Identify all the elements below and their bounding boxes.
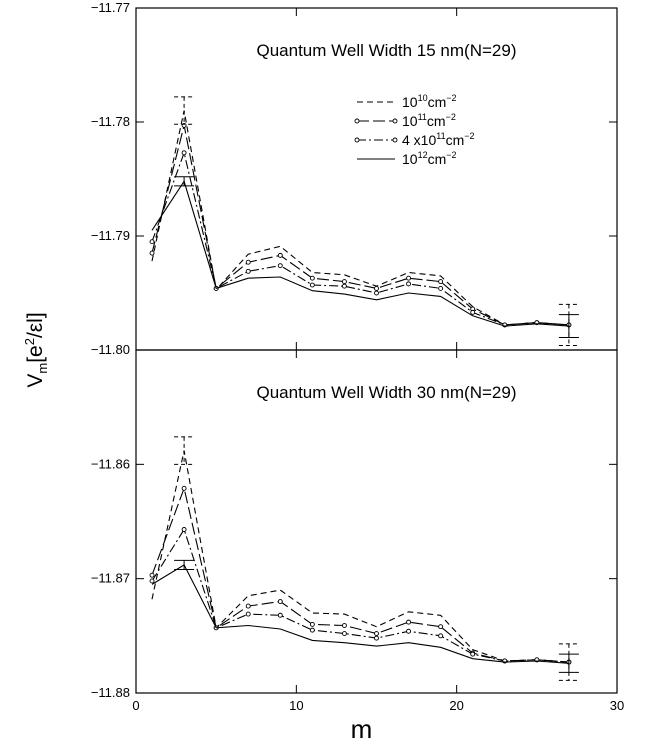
series-line-1	[151, 110, 569, 326]
panel-title: Quantum Well Width 15 nm(N=29)	[257, 41, 517, 60]
series-2-point	[277, 252, 283, 258]
y-tick-label: −11.77	[91, 0, 130, 15]
legend-marker	[354, 137, 360, 143]
series-2-point	[406, 275, 412, 281]
series-3-point	[245, 611, 251, 617]
axes-text-layer: 0 10 20 30 m Vm[e2/εl]	[22, 312, 624, 743]
series-line-4	[151, 564, 569, 664]
series-3-point	[309, 282, 315, 288]
x-tick-label: 30	[610, 698, 624, 713]
series-2-point	[341, 623, 347, 628]
legend-entry-2: 1011cm−2	[354, 112, 456, 129]
y-tick-label: −11.87	[91, 571, 130, 586]
series-2-point	[406, 619, 412, 625]
series-3-point	[181, 527, 187, 532]
legend-label: 1011cm−2	[402, 112, 456, 129]
series-line-4	[151, 180, 569, 327]
series-3-point	[374, 290, 379, 296]
series-3-point	[245, 268, 251, 274]
legend-label: 1012cm−2	[402, 150, 457, 167]
legend-marker	[354, 118, 360, 124]
series-3-point	[470, 309, 476, 315]
legend-entry-3: 4 x1011cm−2	[354, 131, 475, 148]
series-2-point	[438, 624, 444, 630]
series-2-point	[277, 599, 283, 604]
series-3-point	[374, 635, 379, 641]
series-2-point	[309, 275, 315, 281]
panel-2: −11.86 −11.87 −11.88 Quantum Well Width 30 …	[91, 349, 618, 700]
series-line-3	[151, 528, 569, 663]
x-tick-label: 0	[132, 698, 139, 713]
legend-marker	[392, 137, 398, 143]
panels-layer: −11.77 −11.78 −11.79 −11.80 Quantum Well Wid…	[91, 0, 618, 700]
y-axis-title: Vm[e2/εl]	[22, 312, 50, 387]
series-3-point	[406, 281, 412, 287]
series-3-point	[149, 239, 155, 245]
series-3-point	[406, 628, 412, 634]
series-line-2	[151, 125, 569, 326]
x-axis-title: m	[351, 714, 373, 743]
series-3-point	[277, 263, 283, 269]
y-tick-label: −11.88	[91, 685, 130, 700]
series-2-point	[149, 572, 155, 578]
series-3-point	[309, 627, 315, 633]
y-tick-label: −11.78	[91, 114, 130, 129]
series-3-point	[470, 651, 476, 657]
series-line-3	[151, 150, 569, 326]
y-tick-label: −11.80	[91, 342, 130, 357]
legend: 1010cm−2 1011cm−2 4 x1011cm−2 1012cm−2	[354, 93, 475, 167]
series-3-point	[341, 631, 347, 636]
series-2-point	[149, 250, 155, 256]
x-tick-label: 10	[289, 698, 303, 713]
series-3-point	[438, 633, 444, 639]
y-tick-label: −11.79	[91, 228, 130, 243]
series-line-1	[151, 450, 569, 663]
series-3-point	[149, 578, 155, 584]
legend-entry-1: 1010cm−2	[357, 93, 457, 110]
series-2-point	[374, 631, 379, 636]
legend-entry-4: 1012cm−2	[357, 150, 457, 167]
series-2-point	[245, 603, 251, 609]
series-3-point	[277, 612, 283, 618]
series-3-point	[438, 285, 444, 291]
series-2-point	[309, 621, 315, 627]
series-2-point	[181, 485, 187, 491]
series-2-point	[245, 259, 251, 265]
legend-label: 4 x1011cm−2	[402, 131, 475, 148]
y-tick-label: −11.86	[91, 456, 130, 471]
panel-frame	[135, 349, 618, 694]
series-2-point	[341, 279, 347, 285]
legend-label: 1010cm−2	[402, 93, 457, 110]
panel-title: Quantum Well Width 30 nm(N=29)	[257, 383, 517, 402]
series-3-point	[181, 150, 187, 156]
x-tick-label: 20	[449, 698, 463, 713]
series-2-point	[374, 285, 379, 291]
series-2-point	[438, 279, 444, 285]
legend-marker	[392, 118, 398, 124]
panel-1: −11.77 −11.78 −11.79 −11.80 Quantum Well Wid…	[91, 0, 618, 357]
series-3-point	[341, 283, 347, 289]
